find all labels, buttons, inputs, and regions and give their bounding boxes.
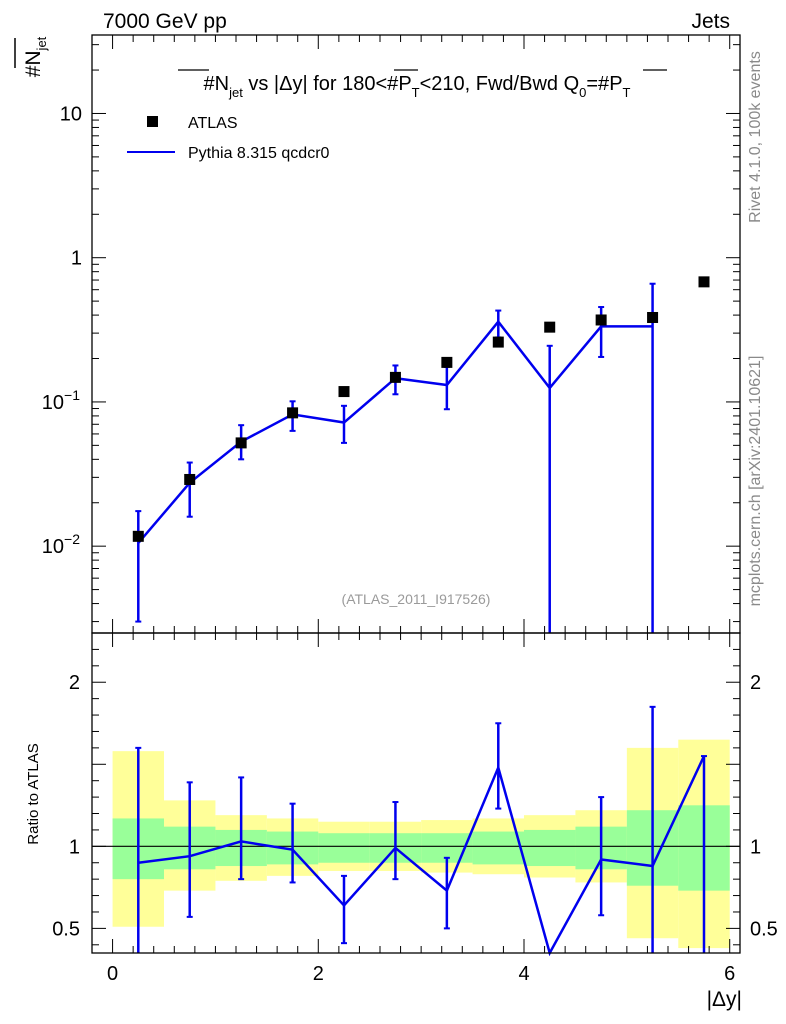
- atlas-marker: [647, 311, 659, 323]
- atlas-marker: [338, 386, 350, 398]
- ratio-plot: 2 2 1 1 0.5 0.5: [52, 648, 778, 957]
- x-tick-label: 4: [518, 963, 529, 985]
- atlas-marker: [492, 336, 504, 348]
- legend-label-pythia: Pythia 8.315 qcdcr0: [188, 145, 330, 162]
- atlas-marker: [595, 314, 607, 326]
- ratio-band-inner: [318, 833, 370, 863]
- y-tick-label: 10−2: [42, 531, 80, 558]
- ratio-y-tick-label-right: 2: [750, 672, 761, 694]
- x-tick-label: 6: [724, 963, 735, 985]
- process-label: Jets: [691, 10, 730, 33]
- x-tick-label: 0: [107, 963, 118, 985]
- y-tick-label: 1: [71, 248, 82, 270]
- x-axis-label: |Δy|: [707, 988, 742, 1011]
- ratio-band-inner: [472, 831, 524, 865]
- source-label: mcplots.cern.ch [arXiv:2401.10621]: [747, 356, 764, 607]
- x-tick-label: 2: [313, 963, 324, 985]
- atlas-marker: [184, 473, 196, 485]
- plot-title: #Njet vs |Δy| for 180<#PT<210, Fwd/Bwd Q…: [204, 73, 631, 100]
- ratio-y-tick-label-left: 2: [69, 672, 80, 694]
- legend-marker-atlas: [147, 116, 158, 127]
- ratio-y-tick-label-left: 1: [69, 836, 80, 858]
- y-tick-label: 10−1: [42, 387, 80, 414]
- ratio-y-label: Ratio to ATLAS: [25, 743, 42, 844]
- atlas-marker: [698, 276, 710, 288]
- atlas-marker: [441, 356, 453, 368]
- atlas-marker: [544, 321, 556, 333]
- energy-label: 7000 GeV pp: [103, 10, 227, 33]
- legend-label-atlas: ATLAS: [188, 115, 238, 132]
- atlas-marker: [287, 407, 299, 419]
- atlas-marker: [389, 371, 401, 383]
- ratio-frame: [91, 632, 741, 954]
- model-line: [137, 319, 653, 544]
- main-plot: 10 1 10−1 10−2: [42, 44, 740, 633]
- ratio-y-tick-label-right: 1: [750, 836, 761, 858]
- rivet-label: Rivet 4.1.0, 100k events: [747, 51, 764, 223]
- ratio-y-tick-label-right: 0.5: [750, 918, 778, 940]
- atlas-marker: [132, 530, 144, 542]
- y-axis-label: #Njet: [22, 36, 49, 77]
- ratio-band-inner: [524, 829, 576, 867]
- legend: ATLAS Pythia 8.315 qcdcr0: [127, 115, 330, 162]
- analysis-id: (ATLAS_2011_I917526): [342, 591, 491, 607]
- atlas-marker: [235, 437, 247, 449]
- x-axis: 0 2 4 6: [107, 35, 735, 985]
- svg-text:#Njet: #Njet: [22, 36, 49, 77]
- ratio-y-tick-label-left: 0.5: [52, 918, 80, 940]
- y-tick-label: 10: [60, 103, 82, 125]
- ratio-line: [138, 755, 706, 957]
